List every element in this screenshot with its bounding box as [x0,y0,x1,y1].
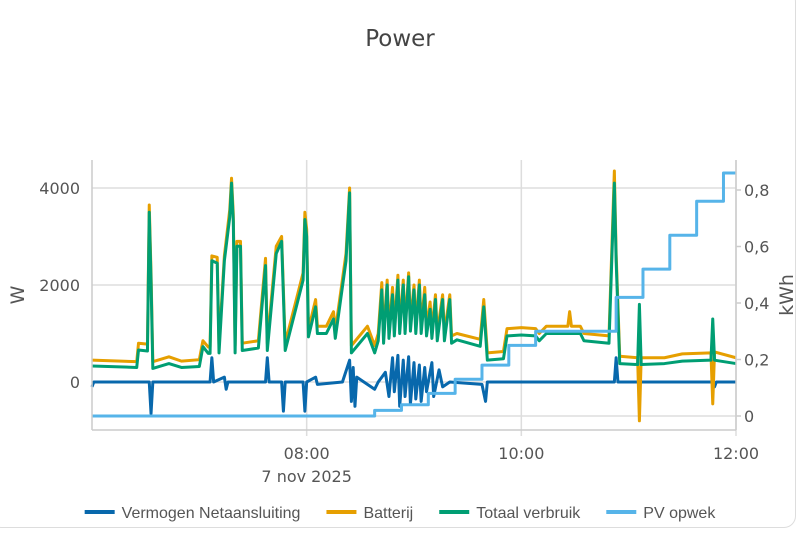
legend-item[interactable]: Vermogen Netaansluiting [122,505,301,522]
y-axis-label: W [7,285,29,304]
series-line-vermogen-netaansluiting [90,353,736,416]
legend-item[interactable]: PV opwek [643,505,716,522]
series-line-totaal-verbruik [91,181,737,370]
legend-item[interactable]: Batterij [363,505,413,522]
x-tick-label: 10:00 [498,444,544,463]
chart-title: Power [365,26,435,52]
y2-axis-label: kWh [776,274,798,316]
y2-tick-label: 0,4 [744,294,769,313]
x-axis-label: 7 nov 2025 [261,467,351,486]
axes: 0 2000 4000 0 0,2 0,4 0,6 0,8 08:00 10:00 12:00 7 n… [7,160,798,486]
x-tick-label: 08:00 [284,444,330,463]
y2-tick-label: 0,2 [744,351,769,370]
y-tick-label: 0 [70,373,80,392]
series-group [90,169,737,423]
y2-tick-label: 0 [744,407,754,426]
y-tick-label: 4000 [39,179,80,198]
y2-tick-label: 0,8 [744,181,769,200]
series-line-pv-opwek [92,171,736,418]
y2-tick-label: 0,6 [744,238,769,257]
y-tick-label: 2000 [39,276,80,295]
legend: Vermogen Netaansluiting Batterij Totaal ve… [84,505,716,522]
legend-item[interactable]: Totaal verbruik [476,505,581,522]
x-tick-label: 12:00 [713,444,759,463]
